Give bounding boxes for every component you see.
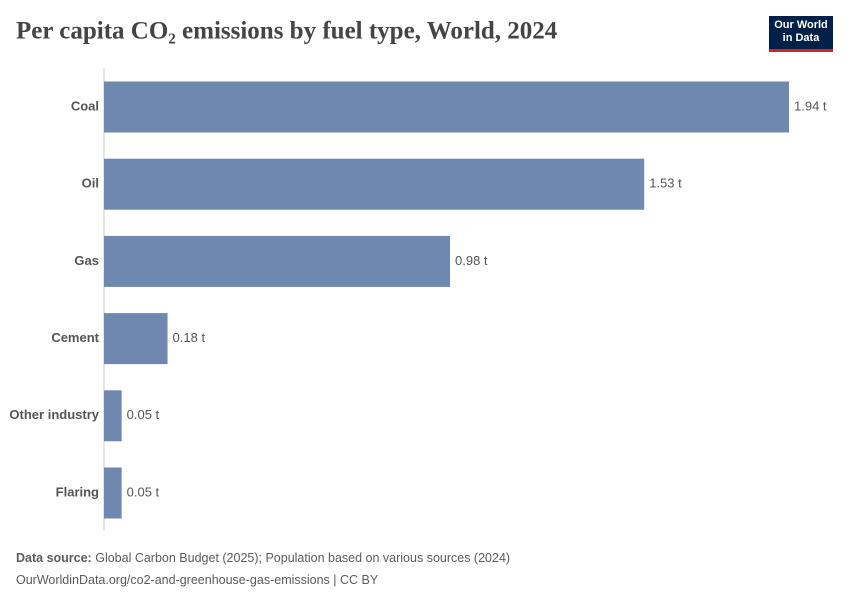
link[interactable]: OurWorldinData.org/co2-and-greenhouse-ga…	[16, 573, 379, 587]
logo[interactable]: Our World in Data	[769, 16, 833, 52]
value-label: 0.05 t	[127, 407, 160, 422]
value-label: 1.94 t	[794, 98, 827, 113]
bar	[104, 467, 122, 519]
chart-title: Per capita CO₂ emissions by fuel type, W…	[16, 18, 558, 45]
category-label: Cement	[51, 330, 99, 345]
category-label: Coal	[71, 98, 99, 113]
value-label: 0.98 t	[455, 253, 488, 268]
category-label: Gas	[74, 253, 99, 268]
category-label: Oil	[82, 176, 99, 191]
source-line: Data source: Global Carbon Budget (2025)…	[16, 547, 510, 569]
value-label: 0.18 t	[173, 330, 206, 345]
bar	[104, 158, 645, 210]
source-label: Data source:	[16, 551, 92, 565]
category-label: Other industry	[9, 407, 99, 422]
bar	[104, 81, 789, 133]
bar	[104, 390, 122, 442]
category-label: Flaring	[56, 484, 99, 499]
value-label: 1.53 t	[649, 176, 682, 191]
value-label: 0.05 t	[127, 484, 160, 499]
source: Global Carbon Budget (2025); Population …	[95, 551, 511, 565]
footer: Data source: Global Carbon Budget (2025)…	[16, 547, 510, 591]
bar	[104, 313, 168, 365]
bar	[104, 235, 451, 287]
